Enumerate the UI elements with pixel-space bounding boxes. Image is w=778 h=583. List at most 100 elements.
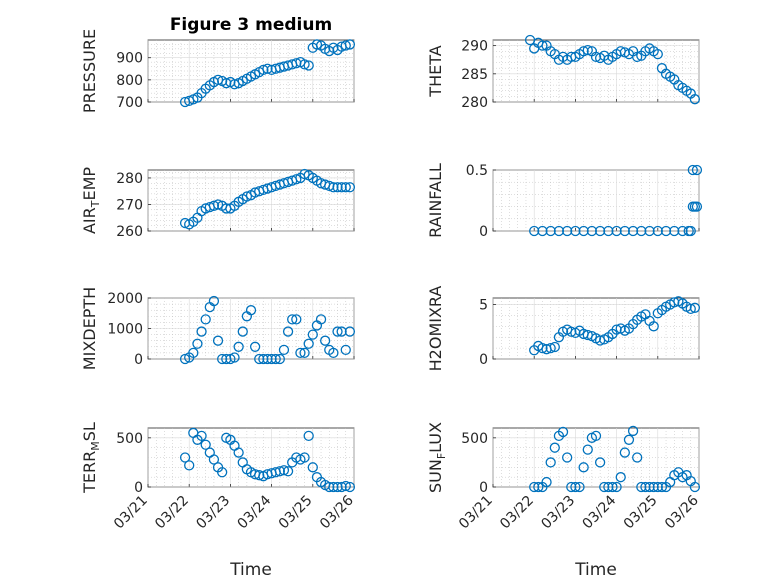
data-point — [644, 481, 655, 493]
data-point — [685, 303, 696, 315]
y-tick-label: 285 — [461, 67, 488, 83]
data-point — [332, 481, 343, 493]
y-tick-label: 280 — [461, 95, 488, 111]
data-point — [303, 60, 314, 71]
y-tick-label: 280 — [116, 171, 143, 187]
data-point — [685, 225, 696, 237]
subplot-3: 260 270 280 AIRTEMP — [80, 167, 356, 240]
data-point — [320, 335, 331, 346]
data-point — [607, 481, 618, 493]
data-point — [611, 481, 622, 493]
figure-title: Figure 3 medium — [170, 15, 332, 35]
data-point — [340, 40, 351, 51]
data-point — [632, 51, 643, 63]
data-point — [262, 353, 273, 365]
y-axis-label: TERRMSL — [80, 422, 102, 494]
y-tick-label: 500 — [116, 431, 143, 447]
data-point — [570, 225, 581, 237]
x-axis-label: Time — [229, 560, 272, 580]
data-point — [689, 94, 701, 105]
data-point — [578, 225, 589, 237]
data-point — [196, 430, 207, 442]
data-point — [258, 353, 269, 365]
x-axis-label: Time — [574, 560, 617, 580]
data-point — [196, 326, 207, 337]
data-point — [545, 457, 556, 468]
data-point — [677, 225, 688, 237]
data-point — [282, 466, 294, 477]
data-point — [241, 191, 253, 202]
data-point — [599, 481, 610, 493]
data-point — [344, 182, 356, 193]
data-point — [566, 481, 577, 493]
axes-box — [492, 169, 700, 232]
data-point — [537, 225, 548, 237]
data-point — [529, 225, 540, 237]
data-point — [315, 314, 327, 325]
data-point — [594, 225, 606, 237]
data-point — [689, 302, 701, 313]
data-point — [586, 225, 598, 237]
data-point — [549, 442, 560, 453]
data-point — [212, 199, 224, 210]
data-point — [254, 353, 265, 365]
data-point — [611, 324, 622, 335]
data-point — [307, 329, 318, 340]
data-point — [233, 447, 244, 458]
y-tick-label: 0 — [479, 480, 488, 496]
data-point — [615, 472, 626, 483]
y-tick-label: 900 — [116, 51, 143, 67]
data-point — [192, 338, 203, 349]
y-tick-label: 270 — [116, 197, 143, 213]
data-point — [229, 352, 240, 363]
data-point — [537, 342, 548, 354]
data-point — [644, 225, 655, 237]
data-point — [221, 78, 232, 89]
data-point — [332, 182, 343, 193]
data-point — [336, 481, 347, 493]
data-point — [582, 44, 593, 56]
data-point — [188, 347, 199, 359]
data-point — [578, 46, 589, 57]
data-point — [282, 326, 294, 337]
data-point — [299, 452, 310, 463]
data-point — [687, 164, 698, 176]
data-point — [287, 314, 298, 325]
y-tick-label: 2000 — [107, 291, 143, 307]
data-point — [200, 314, 211, 325]
data-point — [217, 467, 228, 478]
data-point — [636, 481, 647, 493]
data-point — [270, 353, 281, 365]
data-point — [328, 481, 339, 493]
y-axis-label: AIRTEMP — [80, 167, 102, 234]
data-point — [208, 200, 220, 211]
y-tick-label: 5 — [479, 298, 488, 314]
data-point — [303, 430, 314, 442]
y-tick-label: 290 — [461, 39, 488, 55]
y-axis-label: SUNFLUX — [426, 422, 448, 493]
data-point — [274, 466, 285, 477]
data-point — [311, 39, 323, 50]
data-point — [669, 225, 680, 237]
data-point — [266, 353, 277, 365]
data-point — [249, 341, 261, 352]
data-point — [541, 476, 552, 488]
data-point — [582, 444, 593, 455]
y-tick-label: 700 — [116, 95, 143, 111]
data-point — [632, 452, 643, 463]
data-point — [611, 225, 622, 237]
data-point — [291, 58, 302, 69]
data-point — [307, 462, 318, 473]
data-point — [336, 182, 347, 193]
data-point — [623, 434, 635, 445]
subplot-6: 0 5 H2OMIXRA — [426, 286, 701, 371]
data-point — [303, 338, 314, 349]
data-point — [291, 174, 302, 185]
data-point — [590, 51, 602, 63]
data-point — [640, 481, 651, 493]
data-point — [245, 305, 257, 316]
data-point — [233, 341, 244, 352]
y-axis-label: MIXDEPTH — [80, 287, 99, 370]
